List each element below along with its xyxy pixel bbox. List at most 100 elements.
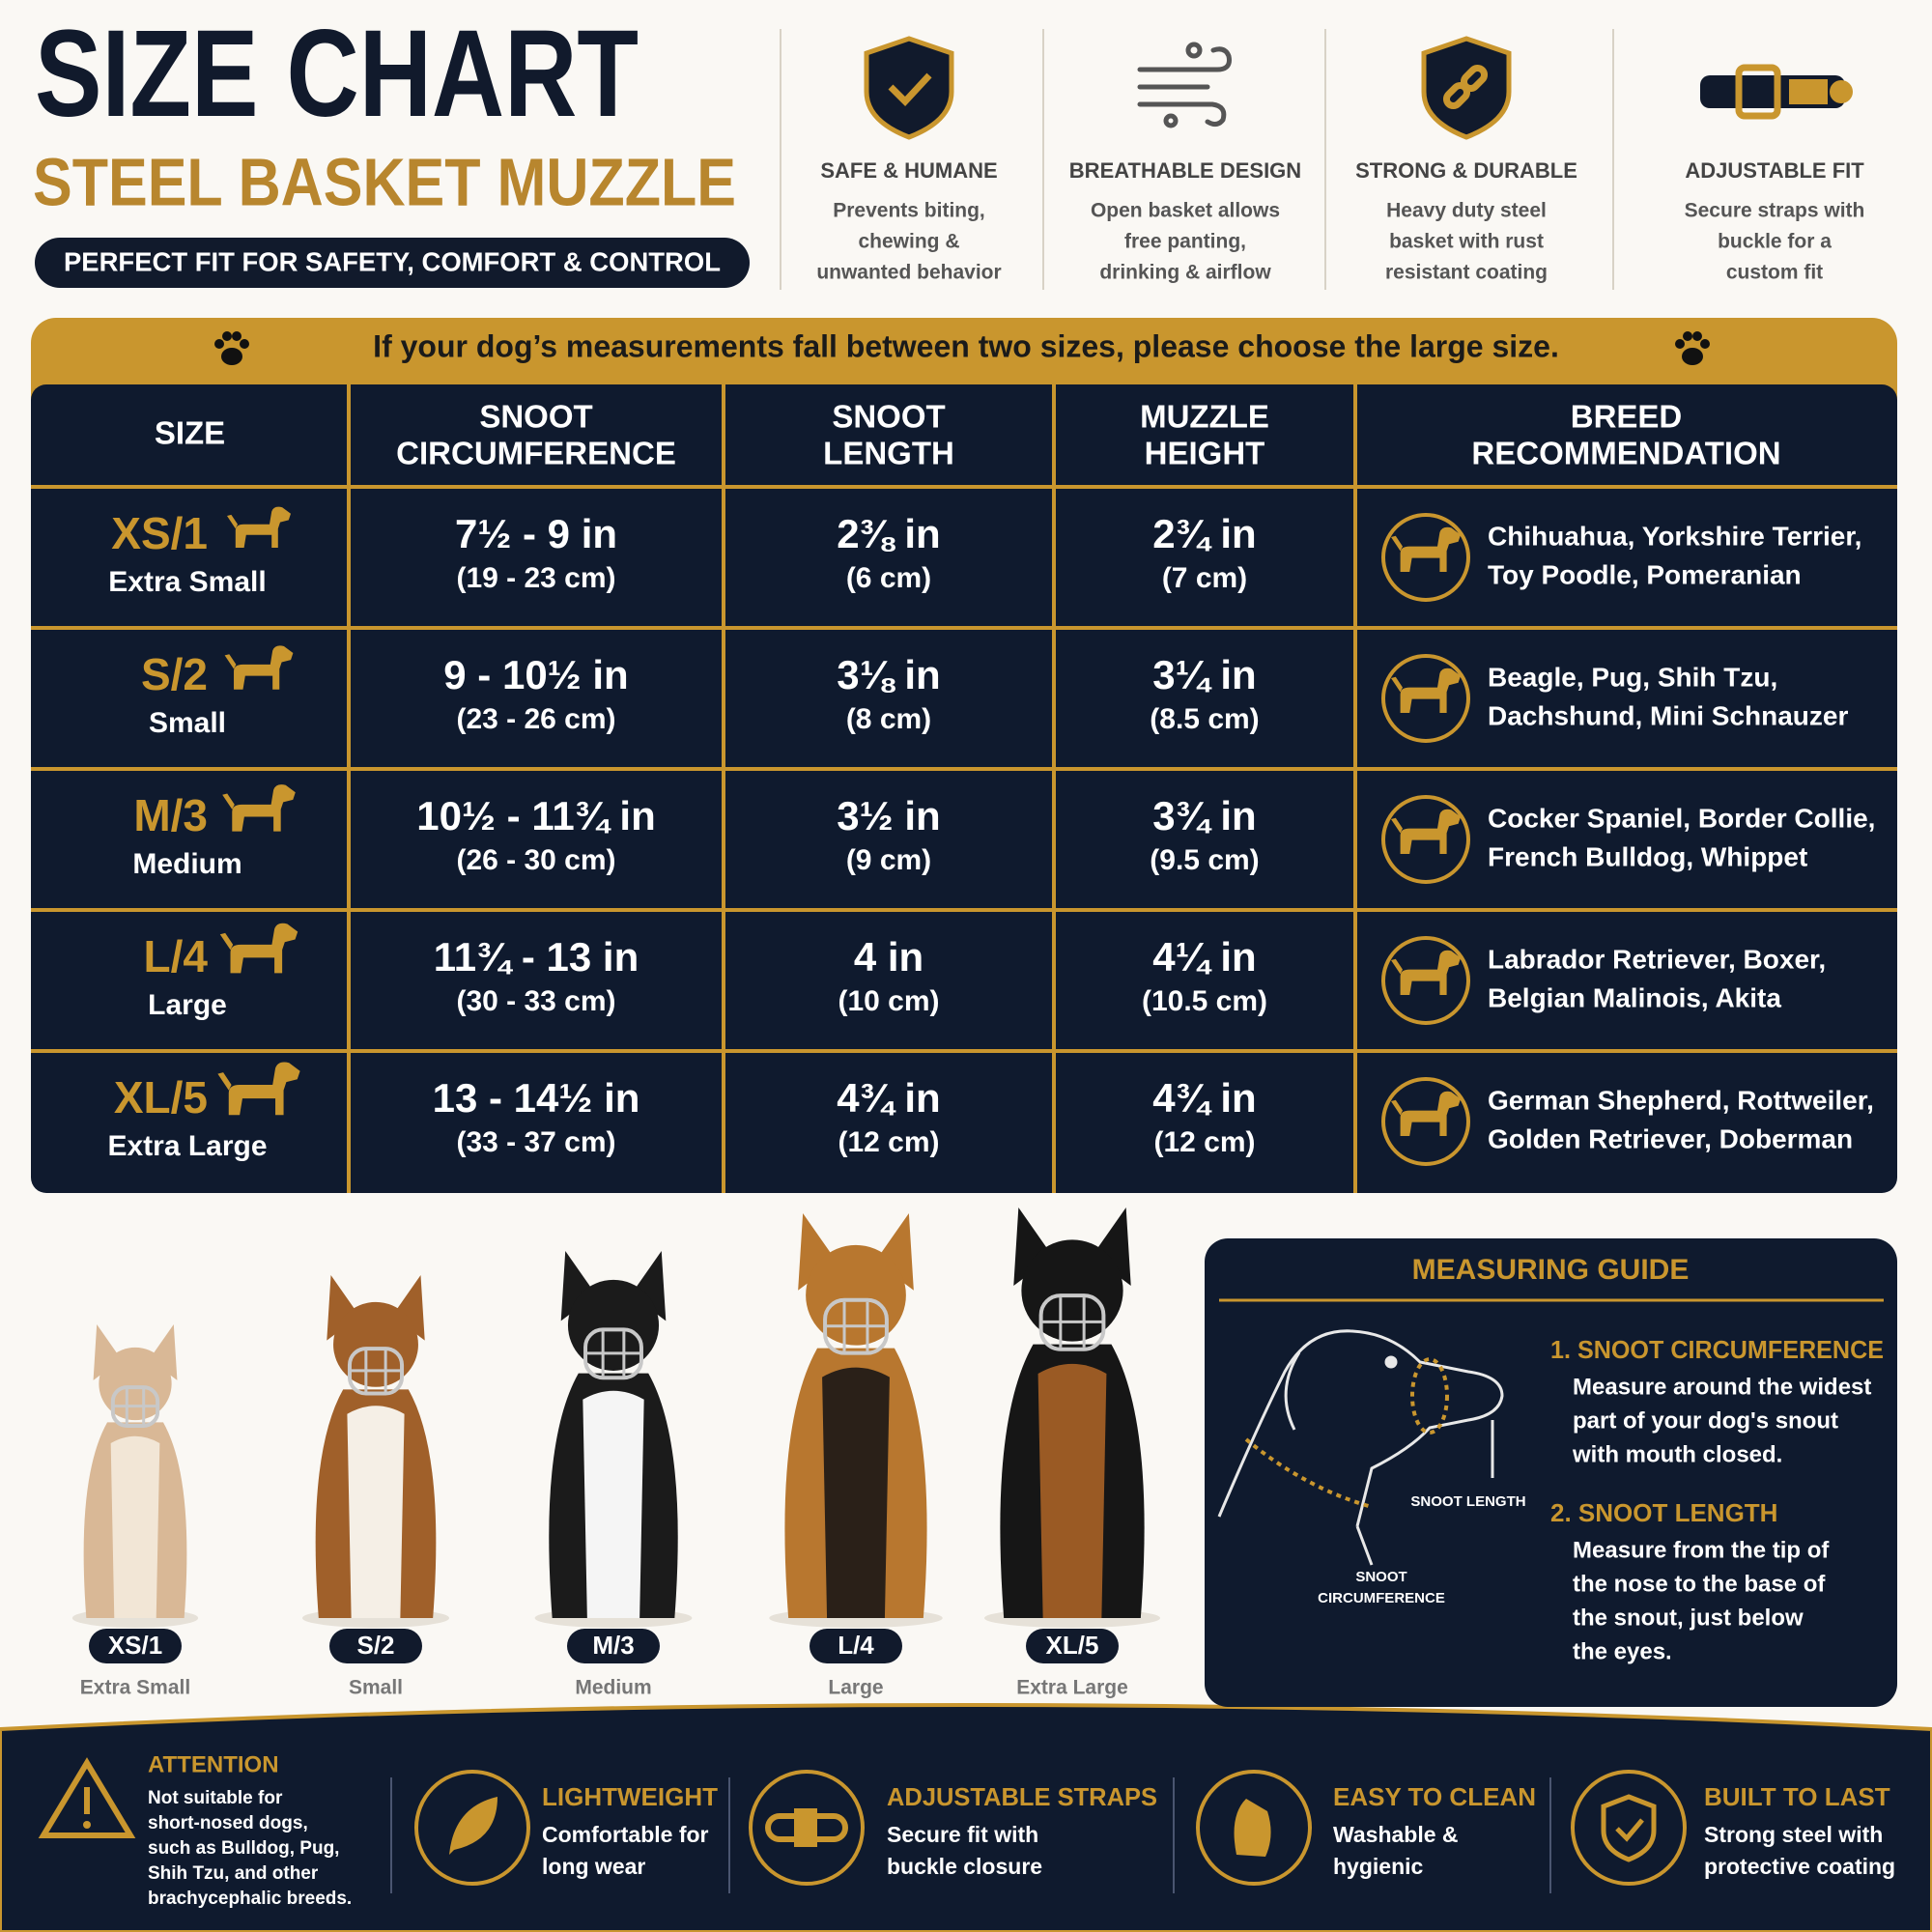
column-header: HEIGHT: [1145, 436, 1265, 471]
muzzle-bars: [585, 1331, 641, 1377]
dog-name: Medium: [575, 1677, 651, 1699]
footer-icons: [38, 1757, 1687, 1886]
size-pill: [1026, 1629, 1119, 1663]
attention-text: brachycephalic breeds.: [148, 1889, 352, 1909]
dog-size: S/2: [356, 1631, 394, 1660]
breed-icon-ring: [1381, 936, 1470, 1025]
dog-chest: [582, 1390, 644, 1618]
diagram-label: SNOOT: [1355, 1569, 1406, 1585]
measure-in: 3½ in: [837, 793, 940, 838]
dog-chest: [347, 1406, 405, 1618]
breed-text: Belgian Malinois, Akita: [1488, 982, 1781, 1012]
breed-icon-ring: [1381, 1077, 1470, 1166]
step-text: the eyes.: [1573, 1638, 1672, 1664]
measure-in: 4 in: [854, 934, 923, 980]
feature-dividers: [780, 29, 1614, 290]
feature-text: chewing &: [858, 231, 959, 253]
breed-icon-ring: [1381, 513, 1470, 602]
attention-text: Not suitable for: [148, 1788, 283, 1808]
feature-text: buckle for a: [1718, 231, 1832, 253]
dog-size: L/4: [838, 1631, 874, 1660]
dog-size: M/3: [592, 1631, 634, 1660]
dog-name: Small: [349, 1677, 403, 1699]
dog-ears: [560, 1251, 667, 1321]
tagline: PERFECT FIT FOR SAFETY, COMFORT & CONTRO…: [64, 246, 721, 276]
dog-head: [806, 1244, 906, 1346]
feature-title: STRONG & DURABLE: [1355, 158, 1577, 183]
guide-title: MEASURING GUIDE: [1412, 1254, 1690, 1286]
footer-text: Comfortable for: [542, 1822, 709, 1847]
footer-text: Secure fit with: [887, 1822, 1038, 1847]
size-pill: [89, 1629, 182, 1663]
diagram-label: CIRCUMFERENCE: [1318, 1590, 1445, 1606]
size-pill: [329, 1629, 422, 1663]
measure-cm: (9 cm): [846, 844, 931, 876]
column-header: CIRCUMFERENCE: [396, 436, 676, 471]
measure-cm: (12 cm): [1153, 1126, 1255, 1158]
dog-ears: [93, 1324, 178, 1380]
step-text: the nose to the base of: [1573, 1571, 1826, 1597]
measure-cm: (12 cm): [838, 1126, 939, 1158]
measure-in: 2⅜ in: [837, 511, 940, 556]
guide-diagram: [1217, 1329, 1504, 1566]
footer-text: Washable &: [1333, 1822, 1459, 1847]
dog-head: [99, 1347, 172, 1421]
footer-title: EASY TO CLEAN: [1333, 1782, 1536, 1811]
size-label: L/4: [144, 931, 209, 981]
dog-photo: [71, 1324, 199, 1628]
breed-text: Beagle, Pug, Shih Tzu,: [1488, 662, 1777, 692]
measure-cm: (9.5 cm): [1150, 844, 1259, 876]
breed-text: Cocker Spaniel, Border Collie,: [1488, 803, 1875, 833]
guide-box: [1205, 1238, 1897, 1707]
column-header: SNOOT: [832, 399, 945, 435]
feature-text: free panting,: [1124, 231, 1246, 253]
feature-title: SAFE & HUMANE: [820, 158, 997, 183]
measure-cm: (6 cm): [846, 562, 931, 594]
feature-text: resistant coating: [1385, 262, 1548, 284]
dog-name: Extra Small: [80, 1677, 190, 1699]
footer-title: BUILT TO LAST: [1704, 1782, 1890, 1811]
dog-chest: [1037, 1363, 1107, 1618]
footer-dividers: [390, 1777, 1551, 1893]
measure-in: 3¼ in: [1152, 652, 1256, 697]
feature-title: ADJUSTABLE FIT: [1685, 158, 1864, 183]
measure-in: 4¾ in: [837, 1075, 940, 1121]
size-pill: [567, 1629, 660, 1663]
size-name: Large: [148, 989, 227, 1021]
size-name: Small: [149, 707, 226, 739]
step-text: the snout, just below: [1573, 1605, 1804, 1631]
muzzle-bars: [349, 1350, 403, 1392]
step-title: 2. SNOOT LENGTH: [1550, 1498, 1777, 1527]
footer-text: hygienic: [1333, 1854, 1424, 1879]
step-text: Measure around the widest: [1573, 1374, 1871, 1400]
step-title: 1. SNOOT CIRCUMFERENCE: [1550, 1335, 1884, 1364]
dog-photo: [769, 1213, 943, 1628]
measure-in: 11¾ - 13 in: [434, 934, 639, 980]
breed-text: German Shepherd, Rottweiler,: [1488, 1085, 1874, 1115]
dog-ears: [327, 1275, 425, 1341]
measure-cm: (23 - 26 cm): [456, 703, 615, 735]
footer-text: buckle closure: [887, 1854, 1042, 1879]
breed-text: Golden Retriever, Doberman: [1488, 1123, 1853, 1153]
measure-cm: (8.5 cm): [1150, 703, 1259, 735]
dog-head: [333, 1301, 418, 1387]
measure-in: 9 - 10½ in: [443, 652, 628, 697]
feature-text: Open basket allows: [1091, 200, 1280, 222]
footer-text: Strong steel with: [1704, 1822, 1883, 1847]
dog-size: XL/5: [1046, 1631, 1099, 1660]
measure-in: 7½ - 9 in: [455, 511, 617, 556]
size-label: S/2: [141, 649, 208, 699]
attention-title: ATTENTION: [148, 1751, 279, 1777]
dog-photo: [983, 1208, 1161, 1628]
dog-name: Extra Large: [1016, 1677, 1128, 1699]
feature-text: drinking & airflow: [1099, 262, 1271, 284]
measure-cm: (19 - 23 cm): [456, 562, 615, 594]
column-header: RECOMMENDATION: [1471, 436, 1780, 471]
feature-title: BREATHABLE DESIGN: [1069, 158, 1301, 183]
measure-in: 13 - 14½ in: [433, 1075, 640, 1121]
footer-band: [0, 1703, 1932, 1932]
dog-ears: [1013, 1208, 1131, 1286]
breed-text: Dachshund, Mini Schnauzer: [1488, 700, 1848, 730]
title: SIZE CHART: [35, 5, 639, 143]
